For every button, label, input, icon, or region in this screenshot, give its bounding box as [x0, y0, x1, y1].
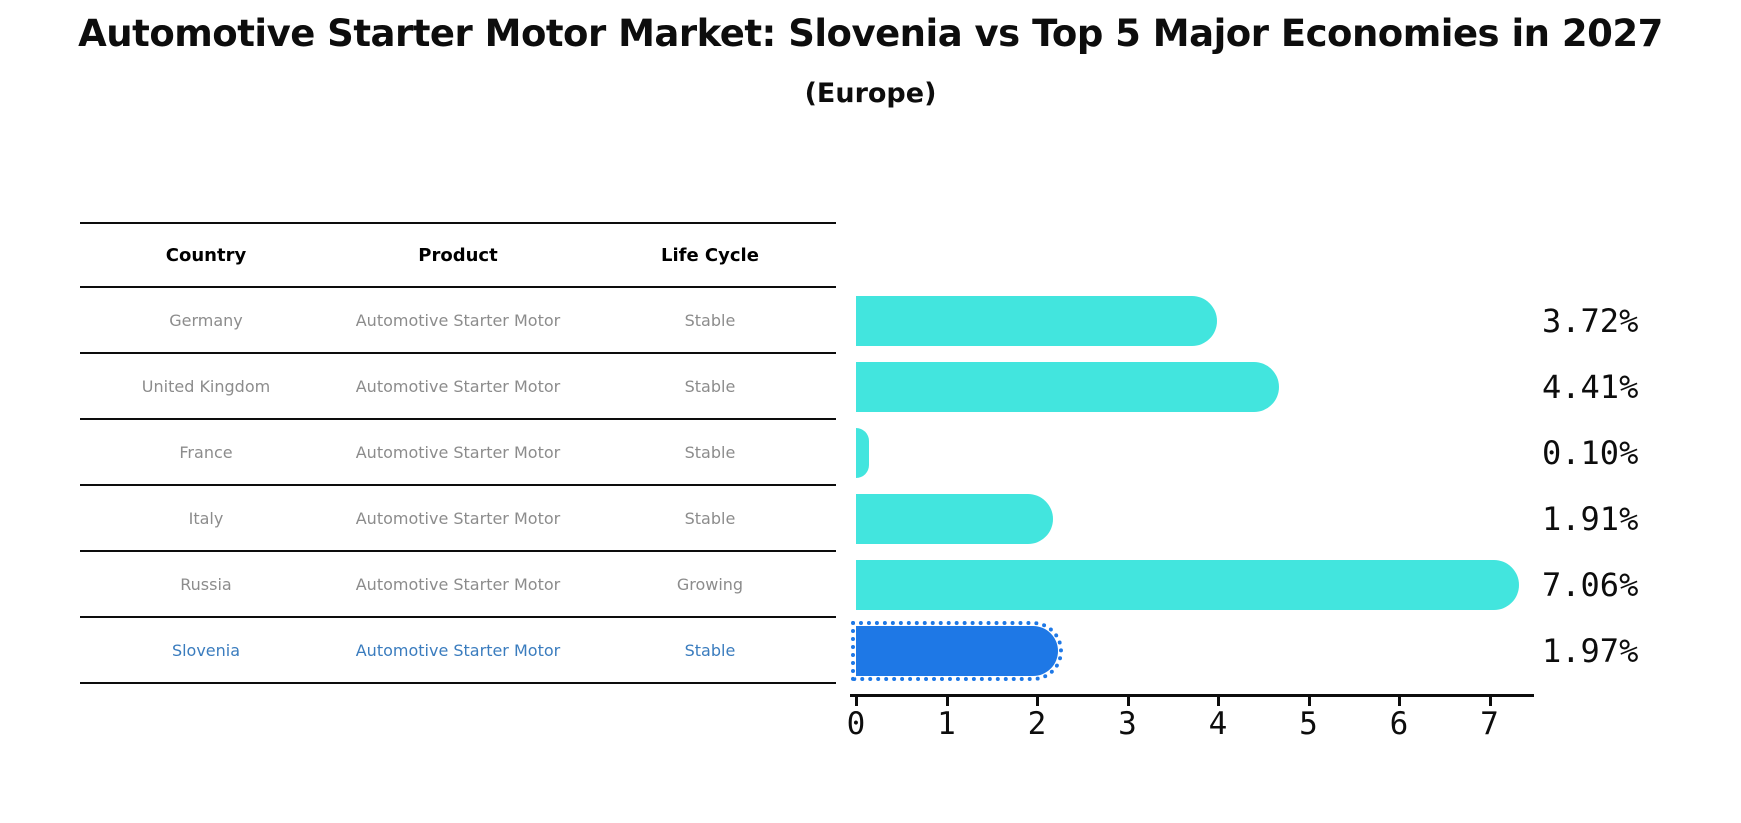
value-label-united-kingdom: 4.41%	[1542, 368, 1639, 406]
value-label-germany: 3.72%	[1542, 302, 1639, 340]
cell-country-france: France	[179, 442, 233, 462]
cell-life-cycle-france: Stable	[684, 442, 736, 462]
table-row-france: France Automotive Starter Motor Stable	[80, 420, 836, 486]
cell-product-france: Automotive Starter Motor	[355, 442, 561, 462]
cell-life-cycle-russia: Growing	[676, 574, 744, 594]
bar-france	[856, 428, 870, 478]
column-header-life-cycle: Life Cycle	[660, 244, 759, 266]
value-label-slovenia: 1.97%	[1542, 632, 1639, 670]
table-row-italy: Italy Automotive Starter Motor Stable	[80, 486, 836, 552]
chart-title: Automotive Starter Motor Market: Sloveni…	[78, 12, 1663, 55]
x-tick-mark-1	[945, 697, 949, 706]
table-row-united-kingdom: United Kingdom Automotive Starter Motor St…	[80, 354, 836, 420]
x-tick-label-1: 1	[937, 706, 956, 742]
country-table: Country Product Life Cycle Germany Automo…	[80, 222, 836, 684]
cell-country-slovenia: Slovenia	[171, 640, 241, 660]
column-header-product: Product	[418, 244, 498, 266]
cell-life-cycle-slovenia: Stable	[684, 640, 736, 660]
chart-subtitle: (Europe)	[804, 78, 937, 109]
x-tick-mark-7	[1488, 697, 1492, 706]
bar-italy	[856, 494, 1053, 544]
x-tick-label-4: 4	[1208, 706, 1228, 742]
bar-united-kingdom	[856, 362, 1280, 412]
x-tick-label-7: 7	[1480, 706, 1499, 742]
cell-product-italy: Automotive Starter Motor	[355, 508, 561, 528]
x-tick-mark-6	[1398, 697, 1401, 706]
table-row-russia: Russia Automotive Starter Motor Growing	[80, 552, 836, 618]
x-tick-label-3: 3	[1118, 706, 1137, 742]
cell-life-cycle-germany: Stable	[684, 310, 736, 330]
table-row-germany: Germany Automotive Starter Motor Stable	[80, 288, 836, 354]
cell-life-cycle-italy: Stable	[684, 508, 736, 528]
cell-product-russia: Automotive Starter Motor	[355, 574, 561, 594]
bar-russia	[856, 560, 1519, 610]
x-tick-label-0: 0	[846, 706, 866, 742]
bar-germany	[856, 296, 1217, 346]
x-tick-label-5: 5	[1299, 706, 1318, 742]
cell-product-germany: Automotive Starter Motor	[355, 310, 561, 330]
x-tick-label-6: 6	[1389, 706, 1409, 742]
cell-country-italy: Italy	[188, 508, 224, 528]
column-header-country: Country	[165, 244, 247, 266]
cell-country-united-kingdom: United Kingdom	[141, 376, 271, 396]
cell-product-united-kingdom: Automotive Starter Motor	[355, 376, 561, 396]
cell-country-russia: Russia	[180, 574, 232, 594]
x-tick-mark-0	[855, 697, 858, 706]
x-axis-line	[850, 694, 1534, 697]
x-tick-label-2: 2	[1027, 706, 1047, 742]
x-tick-mark-4	[1217, 697, 1220, 706]
cell-life-cycle-united-kingdom: Stable	[684, 376, 736, 396]
cell-product-slovenia: Automotive Starter Motor	[355, 640, 561, 660]
cell-country-germany: Germany	[169, 310, 243, 330]
table-row-slovenia: Slovenia Automotive Starter Motor Stable	[80, 618, 836, 684]
value-label-france: 0.10%	[1542, 434, 1639, 472]
x-tick-mark-3	[1126, 697, 1130, 706]
value-label-italy: 1.91%	[1542, 500, 1639, 538]
table-header-row: Country Product Life Cycle	[80, 222, 836, 288]
value-label-russia: 7.06%	[1542, 566, 1639, 604]
x-tick-mark-5	[1307, 697, 1311, 706]
table-body: Germany Automotive Starter Motor Stable Uni…	[80, 288, 836, 684]
x-tick-mark-2	[1036, 697, 1039, 706]
bar-slovenia	[850, 621, 1064, 681]
